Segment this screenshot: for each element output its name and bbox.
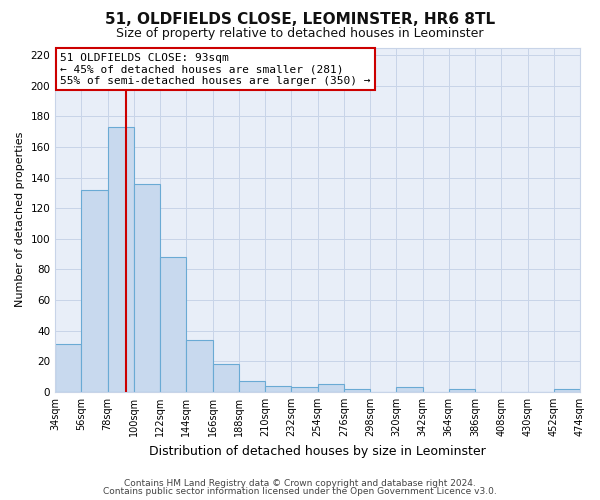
Bar bbox=[449, 389, 475, 392]
Bar bbox=[317, 384, 344, 392]
Bar bbox=[397, 388, 422, 392]
Text: Size of property relative to detached houses in Leominster: Size of property relative to detached ho… bbox=[116, 28, 484, 40]
Bar bbox=[265, 386, 292, 392]
X-axis label: Distribution of detached houses by size in Leominster: Distribution of detached houses by size … bbox=[149, 444, 486, 458]
Y-axis label: Number of detached properties: Number of detached properties bbox=[15, 132, 25, 308]
Bar bbox=[344, 389, 370, 392]
Bar bbox=[55, 344, 82, 392]
Bar bbox=[292, 388, 317, 392]
Bar bbox=[239, 381, 265, 392]
Text: Contains public sector information licensed under the Open Government Licence v3: Contains public sector information licen… bbox=[103, 487, 497, 496]
Bar bbox=[160, 257, 187, 392]
Text: 51, OLDFIELDS CLOSE, LEOMINSTER, HR6 8TL: 51, OLDFIELDS CLOSE, LEOMINSTER, HR6 8TL bbox=[105, 12, 495, 28]
Bar bbox=[134, 184, 160, 392]
Bar bbox=[82, 190, 107, 392]
Bar bbox=[212, 364, 239, 392]
Text: Contains HM Land Registry data © Crown copyright and database right 2024.: Contains HM Land Registry data © Crown c… bbox=[124, 478, 476, 488]
Text: 51 OLDFIELDS CLOSE: 93sqm
← 45% of detached houses are smaller (281)
55% of semi: 51 OLDFIELDS CLOSE: 93sqm ← 45% of detac… bbox=[61, 52, 371, 86]
Bar bbox=[107, 127, 134, 392]
Bar bbox=[187, 340, 212, 392]
Bar bbox=[554, 389, 580, 392]
